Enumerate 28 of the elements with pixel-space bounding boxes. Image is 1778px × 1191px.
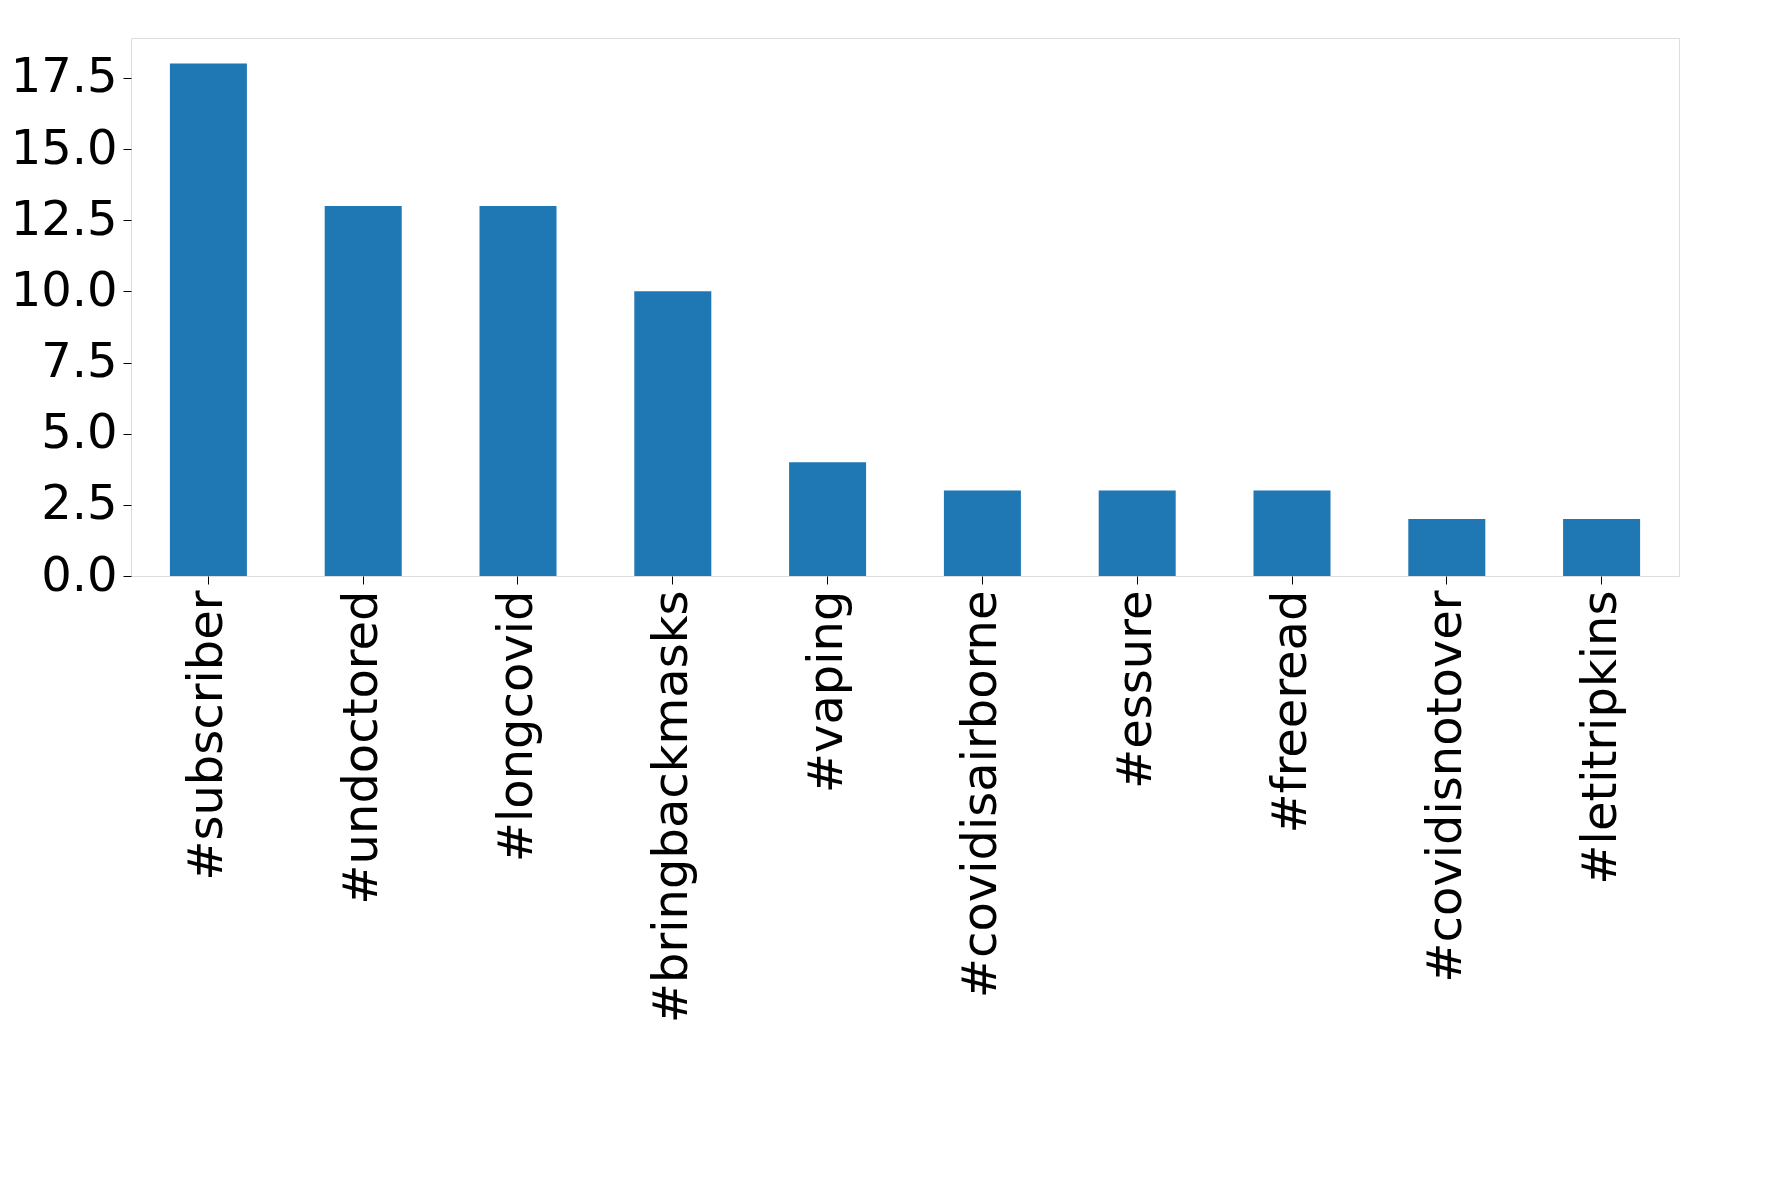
x-tick-label: #freeread bbox=[1261, 590, 1317, 834]
x-tick-label: #letitripkins bbox=[1570, 590, 1627, 885]
x-tick-label: #covidisnotover bbox=[1415, 590, 1472, 983]
x-tick-label: #subscriber bbox=[177, 590, 234, 881]
y-tick-label: 7.5 bbox=[41, 332, 118, 389]
bar bbox=[1253, 490, 1331, 576]
y-tick-label: 10.0 bbox=[10, 260, 118, 317]
bar bbox=[324, 205, 402, 576]
y-tick-label: 15.0 bbox=[10, 118, 118, 175]
x-tick-label: #vaping bbox=[796, 590, 853, 794]
bar bbox=[789, 462, 867, 576]
y-tick-label: 2.5 bbox=[41, 474, 118, 531]
bar bbox=[1098, 490, 1176, 576]
bar bbox=[169, 63, 247, 576]
y-tick-label: 5.0 bbox=[41, 403, 118, 460]
y-tick-label: 12.5 bbox=[10, 189, 118, 246]
bar bbox=[479, 205, 557, 576]
y-tick-label: 0.0 bbox=[41, 545, 118, 602]
y-tick-label: 17.5 bbox=[10, 47, 118, 104]
x-tick-label: #undoctored bbox=[332, 590, 389, 905]
x-tick-label: #covidisairborne bbox=[951, 590, 1008, 999]
x-tick-label: #longcovid bbox=[487, 590, 543, 863]
bar bbox=[943, 490, 1021, 576]
bar bbox=[1408, 519, 1486, 576]
bar bbox=[1563, 519, 1641, 576]
x-tick-label: #bringbackmasks bbox=[641, 590, 698, 1024]
x-tick-label: #essure bbox=[1106, 590, 1163, 789]
bar bbox=[634, 291, 712, 576]
